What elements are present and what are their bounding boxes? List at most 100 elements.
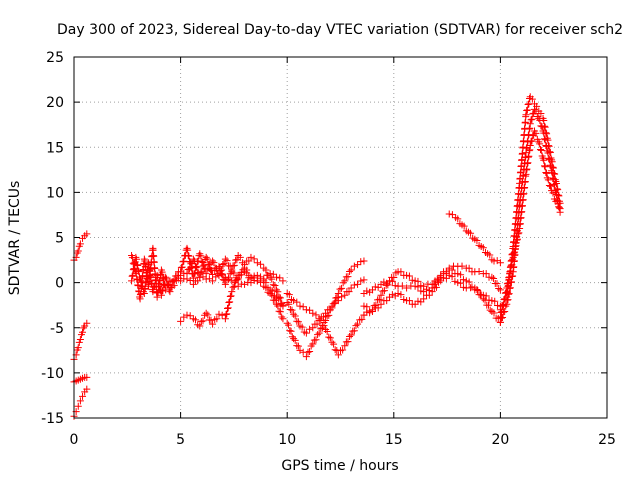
data-point: [302, 353, 310, 361]
data-point-fill: [448, 273, 456, 281]
data-point-fill: [293, 298, 301, 306]
data-point-fill: [163, 275, 171, 283]
data-point: [209, 320, 217, 328]
data-point-fill: [207, 316, 215, 324]
data-point: [377, 300, 385, 308]
data-point-fill: [169, 278, 177, 286]
data-point: [183, 244, 191, 252]
data-point: [273, 273, 281, 281]
data-point-fill: [486, 306, 494, 314]
data-point-fill: [269, 270, 277, 278]
data-point-fill: [540, 162, 548, 170]
data-point-fill: [505, 274, 513, 282]
data-point-fill: [168, 283, 176, 291]
data-point: [177, 317, 185, 325]
data-point-fill: [346, 332, 354, 340]
data-point: [462, 277, 470, 285]
data-point-fill: [546, 161, 554, 169]
data-point-fill: [375, 295, 383, 303]
x-tick-labels: 0 5 10 15 20 25: [70, 432, 616, 448]
data-point-fill: [391, 282, 399, 290]
data-point-fill: [508, 261, 516, 269]
data-point-fill: [543, 169, 551, 177]
data-point: [215, 262, 223, 270]
data-point: [445, 210, 453, 218]
data-point: [341, 291, 349, 299]
data-point-fill: [224, 305, 232, 312]
data-point-fill: [230, 261, 238, 269]
data-point-fill: [205, 261, 213, 269]
data-point-fill: [448, 266, 456, 274]
data-point-fill: [278, 313, 286, 321]
series-dip-c: [283, 289, 368, 359]
data-point-fill: [306, 325, 314, 333]
y-tick-labels: -15 -10 -5 0 5 10 15 20 25: [41, 50, 64, 427]
data-point-fill: [269, 281, 277, 289]
data-point-fill: [135, 268, 143, 276]
data-point-fill: [275, 295, 283, 303]
data-point-fill: [510, 249, 518, 257]
data-point: [83, 385, 91, 393]
data-point-fill: [405, 297, 413, 305]
data-point: [149, 288, 157, 296]
data-point: [221, 255, 229, 263]
data-point-fill: [130, 265, 138, 273]
data-point-fill: [477, 291, 485, 299]
data-point-fill: [199, 317, 207, 325]
data-point-fill: [366, 309, 374, 317]
data-point: [166, 288, 174, 296]
data-point-fill: [312, 336, 320, 344]
data-point-fill: [219, 260, 227, 268]
data-point: [488, 297, 496, 305]
data-point: [302, 306, 310, 314]
data-point-fill: [167, 284, 175, 292]
data-point: [531, 105, 539, 113]
x-tick-label: 10: [278, 432, 296, 448]
data-point-fill: [513, 235, 521, 243]
data-point-fill: [549, 175, 557, 183]
data-point-fill: [317, 316, 325, 324]
data-point-fill: [400, 295, 408, 303]
data-point-fill: [231, 278, 239, 286]
data-point: [189, 255, 197, 263]
data-point-fill: [481, 296, 489, 304]
data-point: [368, 286, 376, 294]
data-point: [183, 275, 191, 283]
data-point-fill: [549, 189, 557, 197]
data-point: [354, 280, 362, 288]
data-point-fill: [236, 253, 244, 261]
data-point-fill: [333, 294, 341, 302]
data-point: [522, 111, 530, 119]
data-point: [360, 276, 368, 284]
data-point-fill: [388, 277, 396, 285]
data-point: [315, 329, 323, 337]
data-point-fill: [286, 306, 294, 314]
data-point: [315, 315, 323, 323]
data-point-fill: [541, 163, 549, 171]
data-point: [290, 297, 298, 305]
data-point: [228, 288, 236, 296]
data-point-fill: [542, 169, 550, 177]
data-point-fill: [532, 129, 540, 137]
data-point-fill: [137, 277, 145, 285]
data-point-fill: [380, 287, 388, 295]
data-point-fill: [511, 248, 519, 256]
data-point-fill: [491, 297, 499, 305]
data-point-fill: [537, 110, 545, 118]
data-point: [279, 277, 287, 285]
data-point-fill: [222, 311, 230, 319]
data-point-fill: [225, 298, 233, 306]
x-tick-label: 5: [176, 432, 185, 448]
data-point-fill: [216, 264, 224, 272]
data-point: [136, 275, 144, 283]
data-point-fill: [285, 291, 293, 299]
data-point-fill: [203, 255, 211, 263]
data-point-fill: [287, 327, 295, 335]
data-point-fill: [541, 136, 549, 144]
data-point-fill: [243, 269, 251, 277]
data-point: [290, 335, 298, 343]
data-point: [496, 286, 504, 294]
data-point-fill: [320, 322, 328, 330]
data-point-fill: [536, 146, 544, 154]
